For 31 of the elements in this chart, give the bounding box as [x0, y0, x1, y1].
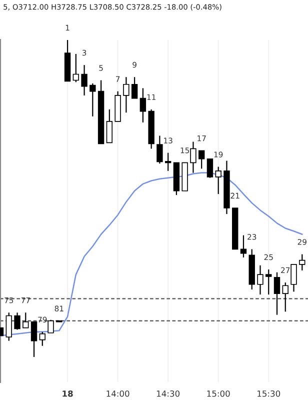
candlestick: [290, 264, 297, 292]
candlestick: [206, 158, 214, 178]
candlestick: [164, 152, 172, 172]
candlestick: [48, 319, 54, 334]
candlestick: [274, 272, 280, 316]
x-tick-label: 14:00: [106, 390, 130, 397]
candlestick: [299, 254, 306, 271]
candlestick: [6, 312, 12, 342]
candlestick: [240, 234, 247, 258]
candlestick: [90, 82, 96, 117]
x-tick-label: 15:00: [207, 390, 230, 397]
candlestick: [14, 312, 20, 330]
candlestick: [156, 135, 163, 164]
candlestick: [106, 108, 113, 144]
candlestick: [198, 150, 205, 170]
candlestick: [140, 88, 146, 123]
x-tick-label: 18: [62, 390, 73, 397]
candlestick: [81, 64, 88, 96]
x-tick-label: 15:30: [258, 390, 280, 397]
candlestick: [72, 53, 80, 83]
candlestick: [190, 141, 196, 174]
candlestick: [282, 282, 288, 312]
candlestick: [257, 264, 264, 296]
candlestick: [30, 321, 38, 358]
candlestick: [215, 166, 222, 195]
x-tick-label: 14:30: [156, 390, 180, 397]
candlestick: [39, 331, 46, 346]
candlestick: [22, 312, 29, 328]
candlestick: [131, 76, 138, 99]
candlestick: [266, 268, 272, 296]
candlestick: [123, 76, 130, 114]
